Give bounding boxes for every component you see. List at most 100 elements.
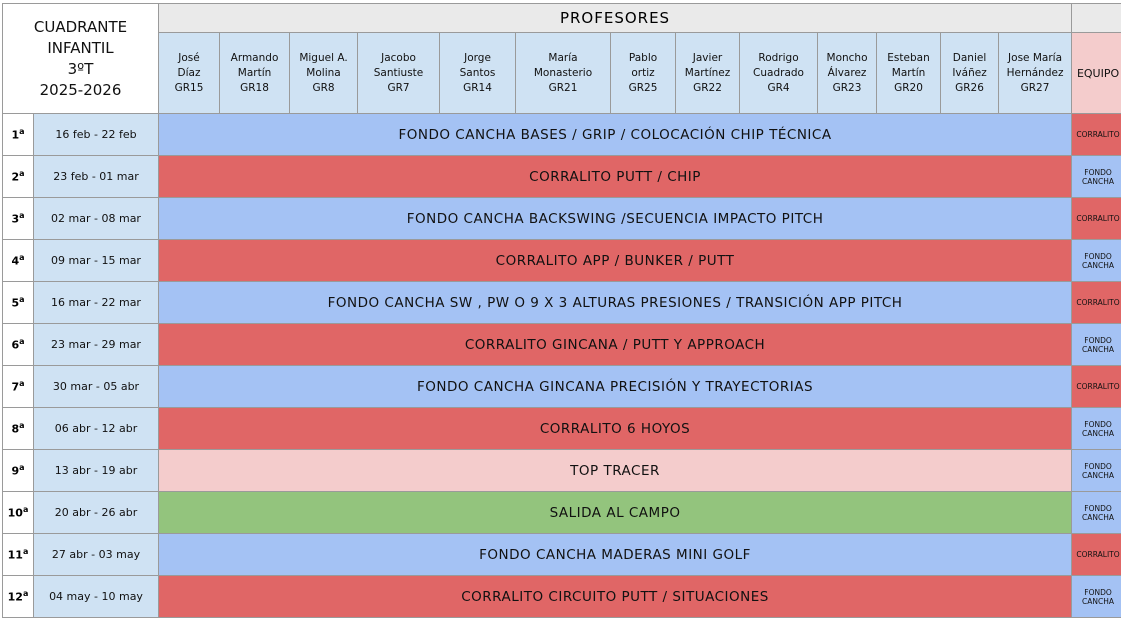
page-title: CUADRANTE INFANTIL 3ºT 2025-2026 [1,3,160,114]
teacher-last: Martín [891,66,926,79]
week-number-value: 1 [11,128,20,142]
equipo-line: CORRALITO [1076,298,1120,307]
teacher-last: Santiuste [373,66,424,79]
teacher-cell: Jorge Santos GR14 [439,32,517,114]
teacher-group: GR14 [463,81,492,94]
header-row-1: CUADRANTE INFANTIL 3ºT 2025-2026 PROFESO… [1,3,1121,114]
week-number-suffix: a [19,337,25,347]
week-row: 9a 13 abr - 19 abr TOP TRACER FONDO CANCHA [2,449,1121,492]
teacher-cell: Jose María Hernández GR27 [998,32,1073,114]
week-number-value: 3 [11,212,20,226]
week-number-value: 11 [7,548,23,562]
teacher-cell: María Monasterio GR21 [515,32,612,114]
week-equipo: CORRALITO [1071,113,1121,156]
week-number-value: 10 [7,506,23,520]
equipo-line: FONDO [1084,461,1112,471]
week-number-suffix: a [19,169,25,179]
week-dates: 06 abr - 12 abr [32,407,160,450]
week-activity: FONDO CANCHA SW , PW o 9 X 3 ALTURAS PRE… [158,281,1073,324]
week-activity: CORRALITO GINCANA / PUTT Y APPROACH [158,323,1073,366]
teacher-group: GR18 [240,81,269,94]
equipo-line: FONDO [1084,251,1112,261]
teacher-first: María [548,51,578,64]
week-number-value: 8 [11,422,20,436]
equipo-line: CANCHA [1082,176,1115,186]
week-dates: 09 mar - 15 mar [32,239,160,282]
week-activity: CORRALITO 6 HOYOS [158,407,1073,450]
week-dates: 13 abr - 19 abr [32,449,160,492]
week-number-suffix: a [19,253,25,263]
equipo-line: FONDO [1084,335,1112,345]
equipo-line: CANCHA [1082,470,1115,480]
week-number-suffix: a [19,127,25,137]
week-number: 8a [2,407,34,450]
week-number-value: 2 [11,170,20,184]
teacher-first: José [178,51,200,64]
teacher-last: Santos [459,66,496,79]
equipo-line: FONDO [1084,167,1112,177]
teacher-cell: Armando Martín GR18 [219,32,291,114]
teacher-first: Rodrigo [758,51,799,64]
teacher-first: Armando [230,51,279,64]
week-equipo: CORRALITO [1071,281,1121,324]
week-dates: 23 mar - 29 mar [32,323,160,366]
equipo-line: CORRALITO [1076,214,1120,223]
teacher-last: Martín [237,66,272,79]
week-number: 11a [2,533,34,576]
week-equipo: FONDO CANCHA [1071,575,1121,618]
teacher-cell: José Díaz GR15 [158,32,221,114]
week-row: 7a 30 mar - 05 abr FONDO CANCHA GINCANA PR… [2,365,1121,408]
teacher-first: Daniel [952,51,987,64]
schedule-table: CUADRANTE INFANTIL 3ºT 2025-2026 PROFESO… [1,3,1121,618]
week-number: 3a [2,197,34,240]
teacher-cell: Daniel Iváñez GR26 [940,32,1000,114]
week-dates: 16 mar - 22 mar [32,281,160,324]
week-number-suffix: a [22,589,29,599]
teacher-first: Esteban [887,51,930,64]
week-row: 10a 20 abr - 26 abr SALIDA AL CAMPO FONDO CA… [2,491,1121,534]
week-number: 6a [2,323,34,366]
equipo-line: CORRALITO [1076,550,1120,559]
teacher-group: GR23 [832,81,862,94]
week-number-value: 9 [11,464,20,478]
teacher-last: Álvarez [827,66,867,79]
week-activity: CORRALITO CIRCUITO PUTT / SITUACIONES [158,575,1073,618]
week-equipo: FONDO CANCHA [1071,449,1121,492]
week-activity: FONDO CANCHA MADERAS MINI GOLF [158,533,1073,576]
week-activity: FONDO CANCHA BASES / GRIP / COLOCACIÓN C… [158,113,1073,156]
week-row: 11a 27 abr - 03 may FONDO CANCHA MADERAS M… [2,533,1121,576]
week-row: 12a 04 may - 10 may CORRALITO CIRCUITO PUT… [2,575,1121,618]
teacher-group: GR25 [628,81,658,94]
teacher-group: GR27 [1020,81,1050,94]
week-dates: 20 abr - 26 abr [32,491,160,534]
week-number-suffix: a [19,421,25,431]
week-row: 4a 09 mar - 15 mar CORRALITO APP / BUNKER … [2,239,1121,282]
teacher-cell: Pablo ortiz GR25 [610,32,677,114]
teacher-last: Hernández [1006,66,1064,79]
equipo-line: FONDO [1084,419,1112,429]
teacher-cell: Moncho Álvarez GR23 [817,32,878,114]
teacher-first: Jacobo [381,51,416,64]
teacher-group: GR7 [387,81,410,94]
week-number: 2a [2,155,34,198]
equipo-line: CANCHA [1082,428,1115,438]
week-number-suffix: a [19,295,25,305]
week-equipo: CORRALITO [1071,197,1121,240]
week-number-value: 4 [11,254,20,268]
equipo-line: CORRALITO [1076,382,1120,391]
teacher-first: Pablo [628,51,658,64]
week-activity: FONDO CANCHA BACKSWING /SECUENCIA IMPACT… [158,197,1073,240]
week-number-suffix: a [22,505,29,515]
equipo-line: CANCHA [1082,344,1115,354]
teacher-first: Moncho [826,51,868,64]
teacher-cell: Rodrigo Cuadrado GR4 [739,32,819,114]
teacher-last: Martínez [684,66,731,79]
equipo-line: CANCHA [1082,512,1115,522]
teacher-cell: Miguel A. Molina GR8 [289,32,359,114]
equipo-line: FONDO [1084,503,1112,513]
week-number: 1a [2,113,34,156]
equipo-line: CANCHA [1082,260,1115,270]
teacher-group: GR21 [548,81,578,94]
teacher-cell: Javier Martínez GR22 [675,32,741,114]
teacher-last: Iváñez [952,66,987,79]
